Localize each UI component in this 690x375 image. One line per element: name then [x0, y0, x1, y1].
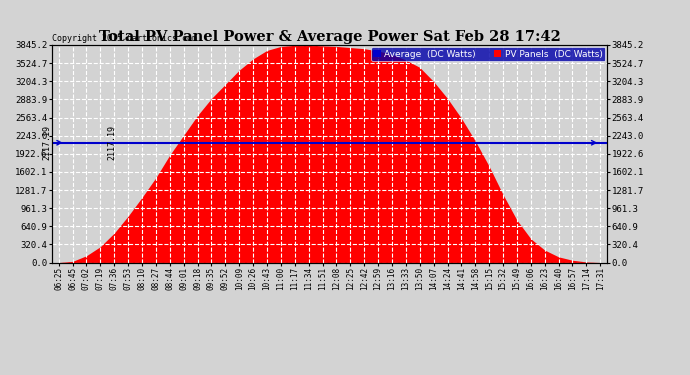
Title: Total PV Panel Power & Average Power Sat Feb 28 17:42: Total PV Panel Power & Average Power Sat… — [99, 30, 560, 44]
Text: Copyright 2015 Cartronics.com: Copyright 2015 Cartronics.com — [52, 34, 197, 43]
Text: 2117.19: 2117.19 — [108, 125, 117, 160]
Legend: Average  (DC Watts), PV Panels  (DC Watts): Average (DC Watts), PV Panels (DC Watts) — [371, 47, 605, 61]
Text: 2117.19: 2117.19 — [43, 125, 52, 160]
